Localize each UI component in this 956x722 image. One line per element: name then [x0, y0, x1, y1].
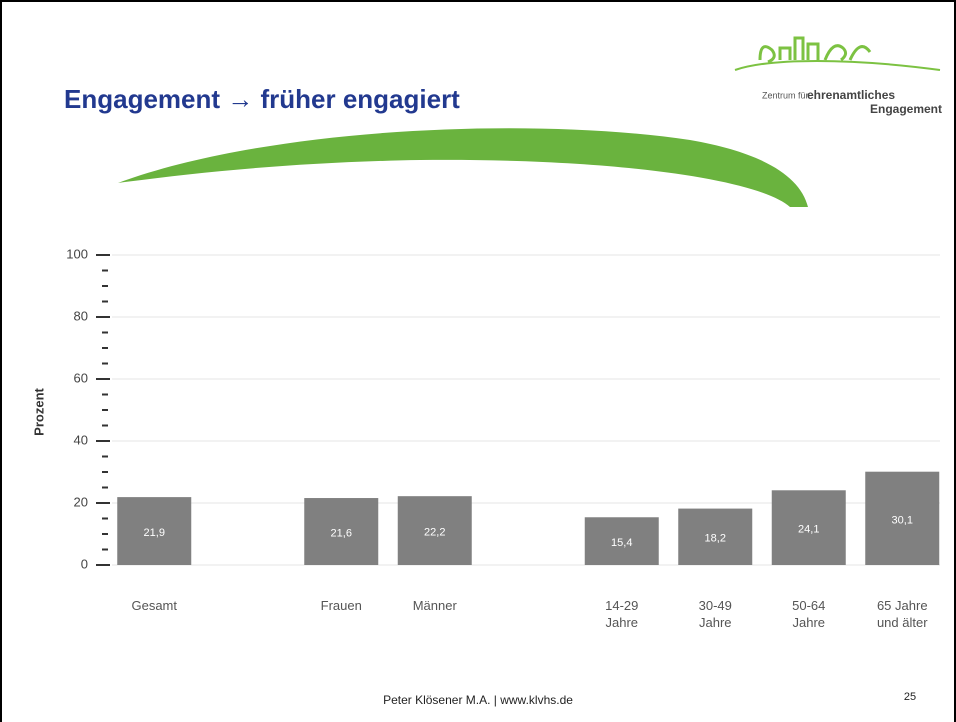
- logo: Zentrum für ehrenamtliches Engagement: [734, 36, 942, 116]
- bar: [117, 497, 192, 565]
- value-label: 18,2: [705, 533, 726, 545]
- y-tick-label: 20: [74, 494, 88, 509]
- footer: Peter Klösener M.A. | www.klvhs.de: [383, 693, 573, 707]
- y-tick-label: 0: [81, 556, 88, 571]
- bar: [304, 498, 379, 565]
- bar: [865, 471, 940, 565]
- y-axis-label: Prozent: [31, 387, 46, 435]
- value-label: 24,1: [798, 524, 819, 536]
- swoosh: [118, 128, 808, 207]
- x-tick-label: 65 Jahre und älter: [876, 598, 928, 630]
- y-tick-label: 60: [74, 370, 88, 385]
- bar: [584, 517, 659, 565]
- page-number: 25: [904, 691, 916, 703]
- bar: [771, 490, 846, 565]
- y-tick-label: 40: [74, 432, 88, 447]
- value-label: 22,2: [424, 526, 445, 538]
- bar: [397, 496, 472, 565]
- logo-text: ehrenamtliches: [807, 88, 895, 102]
- value-label: 30,1: [892, 514, 913, 526]
- value-label: 21,6: [331, 527, 352, 539]
- x-tick-label: 50-64 Jahre: [792, 598, 826, 630]
- x-tick-label: 30-49 Jahre: [698, 598, 732, 630]
- x-tick-label: Männer: [412, 598, 457, 613]
- logo-text: Zentrum für: [762, 90, 809, 100]
- x-tick-label: Gesamt: [131, 598, 177, 613]
- x-tick-label: 14-29 Jahre: [605, 598, 639, 630]
- y-tick-label: 80: [74, 308, 88, 323]
- y-tick-label: 100: [66, 246, 88, 261]
- logo-text: Engagement: [870, 102, 942, 116]
- x-tick-label: Frauen: [320, 598, 362, 613]
- value-label: 15,4: [611, 537, 632, 549]
- bar: [678, 508, 753, 565]
- value-label: 21,9: [144, 527, 165, 539]
- title: Engagement → früher engagiert: [64, 84, 460, 114]
